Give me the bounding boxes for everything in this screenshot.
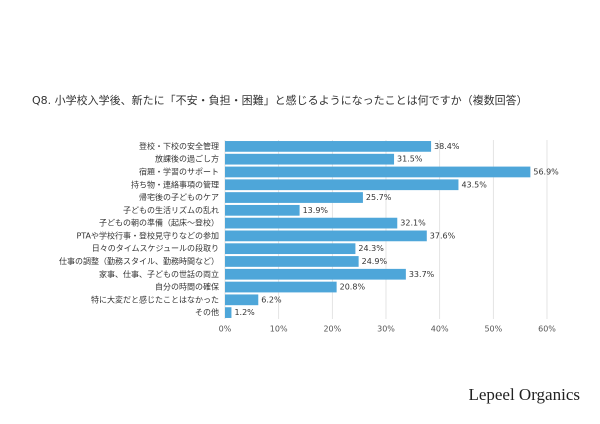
value-label: 1.2% <box>234 308 255 317</box>
value-label: 6.2% <box>261 295 282 304</box>
y-tick-label: 特に大変だと感じたことはなかった <box>91 294 219 304</box>
y-tick-label: PTAや学校行事・登校見守りなどの参加 <box>76 230 219 240</box>
y-tick-label: その他 <box>195 307 219 317</box>
brand: Lepeel Organics <box>468 385 580 404</box>
x-tick-label: 30% <box>377 325 395 334</box>
y-tick-label: 日々のタイムスケジュールの段取り <box>92 243 219 253</box>
value-label: 33.7% <box>409 270 435 279</box>
bar <box>225 230 427 242</box>
x-tick-label: 40% <box>431 325 449 334</box>
bar <box>225 166 531 178</box>
value-label: 31.5% <box>397 155 423 164</box>
y-tick-label: 宿題・学習のサポート <box>139 166 219 176</box>
bar <box>225 294 259 306</box>
value-label: 24.3% <box>358 244 384 253</box>
x-tick-label: 50% <box>484 325 502 334</box>
x-tick-label: 20% <box>323 325 341 334</box>
y-tick-label: 帰宅後の子どものケア <box>139 192 219 202</box>
value-label: 13.9% <box>303 206 329 215</box>
y-tick-label: 持ち物・連絡事項の管理 <box>131 179 219 189</box>
bar <box>225 153 395 165</box>
y-tick-label: 登校・下校の安全管理 <box>139 141 219 151</box>
bar <box>225 281 337 293</box>
value-label: 24.9% <box>362 257 388 266</box>
bar <box>225 217 398 229</box>
bar <box>225 243 356 255</box>
bar <box>225 256 359 267</box>
x-tick-label: 10% <box>270 325 288 334</box>
bar <box>225 268 406 280</box>
value-label: 20.8% <box>340 283 366 292</box>
x-tick-label: 0% <box>219 325 232 334</box>
bar <box>225 204 300 216</box>
y-tick-label: 子どもの生活リズムの乱れ <box>123 205 219 215</box>
value-label: 32.1% <box>400 219 426 228</box>
bar <box>225 141 432 152</box>
x-tick-label: 60% <box>538 325 556 334</box>
y-tick-label: 仕事の調整（勤務スタイル、勤務時間など） <box>59 256 219 266</box>
y-tick-label: 自分の時間の確保 <box>155 282 219 292</box>
bar <box>225 179 459 191</box>
bar <box>225 307 232 318</box>
y-tick-label: 家事、仕事、子どもの世話の両立 <box>99 269 219 279</box>
value-label: 25.7% <box>366 193 392 202</box>
value-label: 38.4% <box>434 142 460 151</box>
y-tick-label: 放課後の過ごし方 <box>155 154 219 164</box>
value-label: 56.9% <box>533 167 559 176</box>
bar <box>225 192 363 203</box>
value-label: 43.5% <box>461 180 487 189</box>
y-tick-label: 子どもの朝の準備（起床〜登校） <box>99 218 219 228</box>
value-label: 37.6% <box>430 231 456 240</box>
chart-title: Q8. 小学校入学後、新たに「不安・負担・困難」と感じるようになったことは何です… <box>32 93 528 107</box>
